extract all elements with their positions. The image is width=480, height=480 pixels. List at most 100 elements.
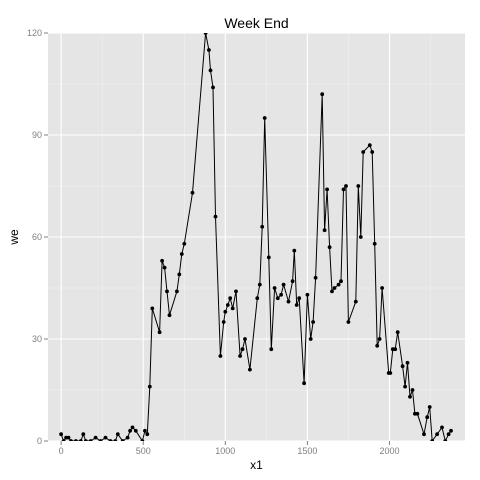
data-point: [218, 354, 223, 358]
x-tick-label: 0: [59, 446, 64, 456]
data-point: [260, 224, 265, 229]
data-point: [327, 245, 332, 250]
x-tick-label: 1000: [215, 446, 235, 456]
data-point: [248, 367, 252, 372]
data-point: [157, 330, 162, 335]
data-point: [133, 428, 138, 433]
data-point: [286, 299, 291, 304]
y-tick-label: 30: [32, 334, 42, 344]
chart-title: Week End: [224, 15, 288, 31]
data-point: [377, 337, 382, 341]
data-point: [341, 187, 346, 192]
data-point: [425, 415, 430, 420]
data-point: [167, 313, 172, 318]
data-point: [446, 432, 451, 437]
data-point: [66, 435, 71, 440]
data-point: [308, 337, 313, 341]
data-point: [74, 439, 78, 441]
data-point: [120, 439, 125, 441]
data-point: [190, 190, 195, 195]
data-point: [302, 381, 306, 386]
data-point: [346, 320, 351, 324]
data-point: [113, 439, 118, 441]
data-point: [223, 309, 228, 314]
data-point: [225, 303, 230, 307]
data-point: [115, 432, 120, 437]
data-point: [208, 68, 213, 73]
data-point: [269, 347, 274, 352]
data-point: [175, 289, 179, 294]
data-point: [361, 150, 366, 154]
data-point: [59, 432, 63, 437]
data-point: [393, 347, 398, 352]
data-point: [88, 439, 93, 441]
data-point: [358, 235, 363, 239]
data-point: [297, 296, 302, 301]
data-point: [150, 306, 155, 311]
data-point: [272, 286, 277, 290]
data-point: [422, 432, 426, 437]
data-point: [405, 360, 410, 365]
data-point: [83, 439, 88, 441]
data-point: [128, 428, 133, 433]
data-point: [255, 296, 260, 301]
data-point: [69, 439, 73, 441]
data-point: [103, 435, 108, 440]
data-point: [221, 320, 226, 324]
data-point: [395, 330, 400, 335]
data-point: [160, 258, 165, 263]
data-point: [125, 435, 130, 440]
data-point: [353, 299, 358, 304]
data-point: [294, 303, 299, 307]
data-point: [440, 425, 444, 430]
data-point: [61, 439, 66, 441]
data-point: [330, 289, 334, 294]
data-point: [240, 347, 245, 352]
data-point: [228, 296, 233, 301]
data-point: [410, 388, 415, 392]
data-point: [305, 292, 310, 297]
data-point: [81, 432, 86, 437]
data-point: [234, 289, 238, 294]
data-point: [380, 286, 384, 290]
data-point: [430, 439, 435, 441]
x-tick-label: 2000: [379, 446, 399, 456]
x-tick-label: 500: [136, 446, 151, 456]
y-tick-label: 120: [27, 28, 42, 38]
data-point: [266, 255, 271, 260]
data-point: [336, 282, 341, 287]
data-point: [177, 272, 182, 277]
data-point: [344, 184, 348, 188]
y-axis-title: we: [7, 229, 21, 246]
data-point: [322, 228, 327, 233]
data-point: [108, 439, 113, 441]
data-point: [211, 85, 215, 90]
data-point: [262, 116, 267, 120]
data-point: [203, 33, 208, 35]
data-point: [415, 411, 420, 416]
data-point: [243, 337, 247, 341]
data-point: [367, 143, 372, 148]
data-point: [311, 320, 315, 324]
data-point: [279, 292, 283, 297]
data-point: [403, 384, 407, 389]
y-tick-label: 0: [37, 436, 42, 446]
y-tick-label: 90: [32, 130, 42, 140]
data-point: [408, 394, 412, 399]
data-point: [427, 405, 432, 409]
data-point: [93, 435, 98, 440]
y-tick-label: 60: [32, 232, 42, 242]
data-point: [98, 439, 103, 441]
data-point: [449, 428, 453, 433]
data-point: [325, 187, 329, 192]
data-point: [290, 279, 295, 284]
data-point: [257, 282, 262, 287]
data-point: [339, 279, 343, 284]
data-point: [140, 439, 145, 441]
series-points: [59, 33, 453, 441]
data-point: [230, 306, 235, 311]
data-point: [275, 296, 280, 301]
data-point: [145, 432, 150, 437]
data-point: [162, 265, 167, 270]
